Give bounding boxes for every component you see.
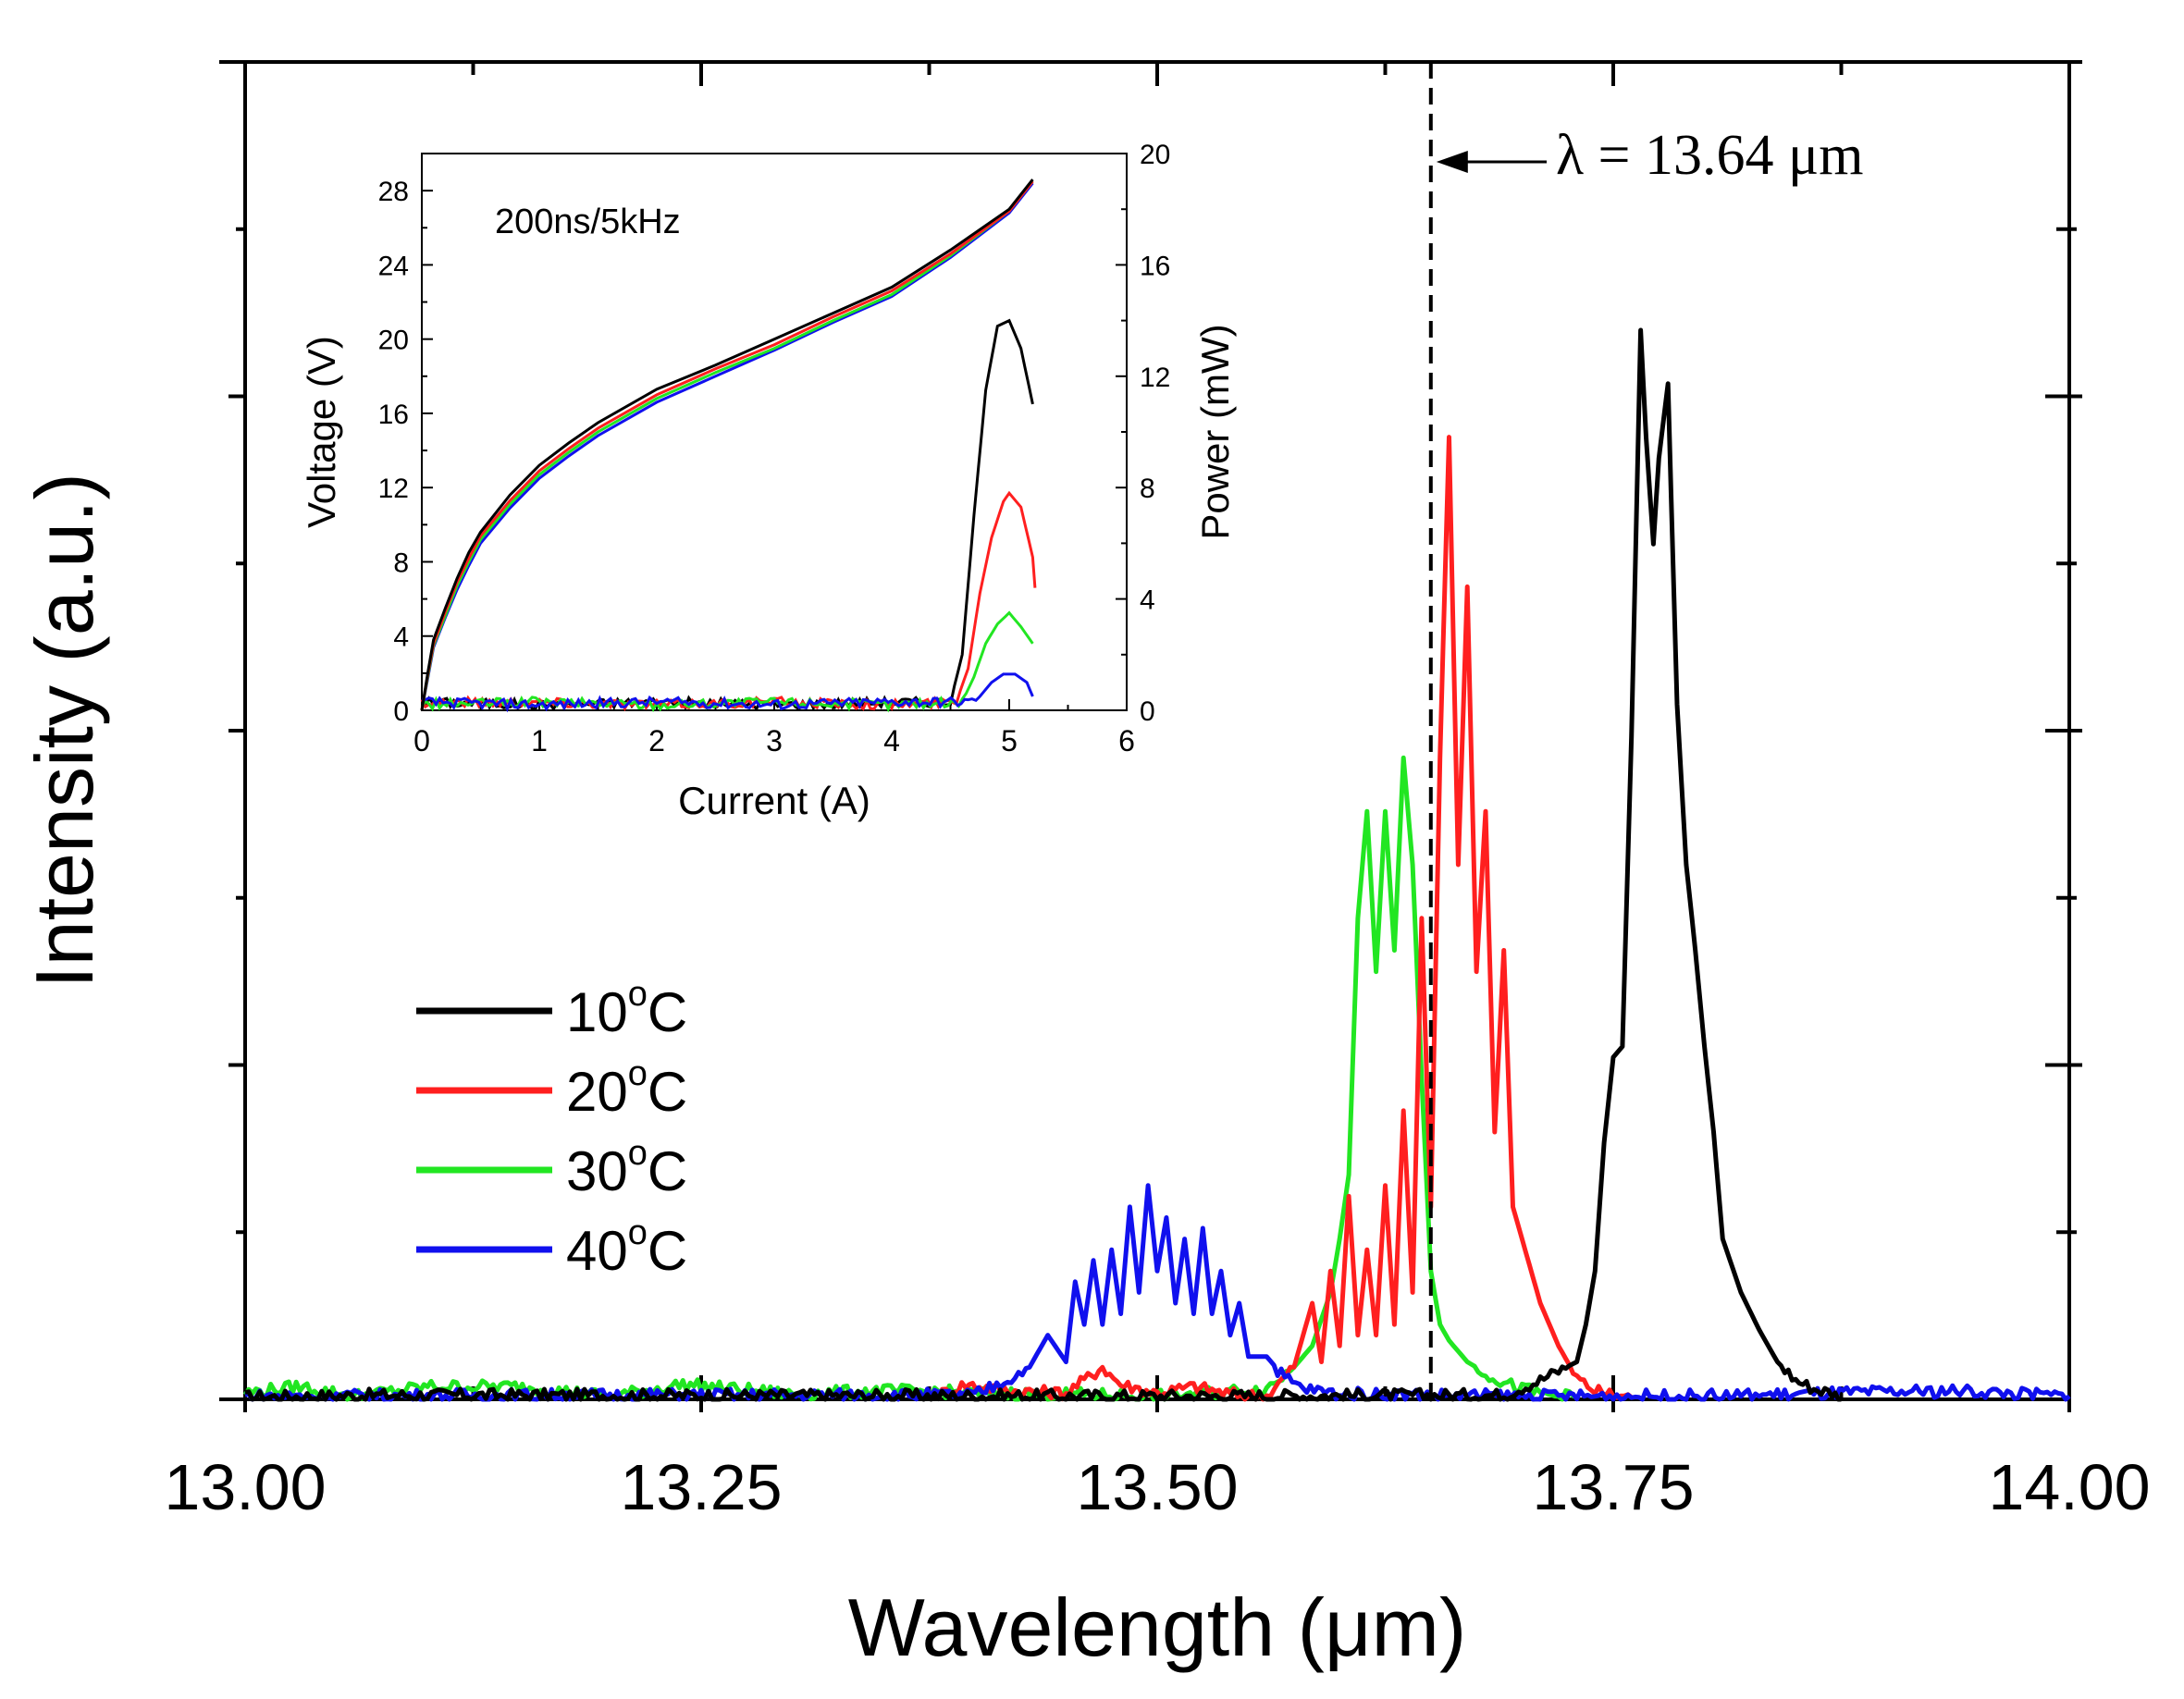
y-axis-title: Intensity (a.u.)	[19, 473, 110, 989]
lambda-annotation: λ = 13.64 μm	[1556, 124, 1864, 187]
x-tick-label: 13.50	[1076, 1451, 1238, 1523]
legend-label-20c: 20oC	[566, 1054, 687, 1123]
inset-x-tick-label: 3	[766, 724, 783, 757]
inset-y-tick-label: 12	[378, 474, 409, 504]
x-axis-title: Wavelength (μm)	[848, 1582, 1467, 1673]
main-x-tick-labels: 13.00 13.25 13.50 13.75 14.00	[164, 1451, 2150, 1523]
inset-y-tick-label: 16	[378, 400, 409, 430]
inset-x-tick-label: 4	[883, 724, 900, 757]
inset-series-group	[420, 179, 1037, 713]
main-chart: 13.00 13.25 13.50 13.75 14.00 λ = 13.64 μm W…	[19, 60, 2151, 1673]
inset-plot-frame	[421, 153, 1128, 711]
inset-x-tick-label: 0	[413, 724, 430, 757]
x-tick-label: 13.75	[1532, 1451, 1694, 1523]
legend-label-10c: 10oC	[566, 975, 687, 1043]
inset-y2-tick-label: 16	[1140, 251, 1170, 281]
inset-x-axis-title: Current (A)	[678, 779, 870, 822]
inset-y2-tick-label: 8	[1140, 474, 1155, 504]
inset-y2-tick-label: 12	[1140, 363, 1170, 393]
legend-label-30c: 30oC	[566, 1134, 687, 1202]
legend-label-40c: 40oC	[566, 1213, 687, 1282]
inset-y2-tick-label: 20	[1140, 140, 1170, 170]
inset-voltage-line-0	[420, 179, 1034, 711]
inset-y-tick-label: 24	[378, 251, 409, 281]
inset-y2-axis-title: Power (mW)	[1193, 324, 1237, 539]
inset-x-tick-label: 6	[1118, 724, 1135, 757]
inset-y-tick-label: 8	[393, 548, 409, 578]
inset-x-tick-label: 5	[1001, 724, 1018, 757]
x-tick-label: 14.00	[1988, 1451, 2150, 1523]
inset-y-tick-label: 0	[393, 696, 409, 727]
inset-y-axis-title: Voltage (V)	[300, 336, 343, 528]
inset-y2-tick-label: 4	[1140, 585, 1155, 616]
x-tick-label: 13.25	[620, 1451, 782, 1523]
inset-x-tick-label: 1	[531, 724, 548, 757]
inset-x-tick-label: 2	[648, 724, 665, 757]
inset-condition-label: 200ns/5kHz	[495, 203, 681, 241]
inset-y-tick-label: 4	[393, 622, 409, 653]
main-series-group	[242, 327, 2071, 1402]
inset-y2-tick-label: 0	[1140, 696, 1155, 727]
legend: 10oC 20oC 30oC 40oC	[416, 975, 687, 1282]
inset-y-tick-label: 20	[378, 326, 409, 356]
inset-power-line-3	[421, 672, 1034, 713]
inset-y-tick-label: 28	[378, 177, 409, 207]
series-line-10c	[244, 327, 1842, 1402]
lambda-arrow-head	[1436, 151, 1468, 173]
x-tick-label: 13.00	[164, 1451, 326, 1523]
series-line-30c	[242, 755, 1578, 1402]
